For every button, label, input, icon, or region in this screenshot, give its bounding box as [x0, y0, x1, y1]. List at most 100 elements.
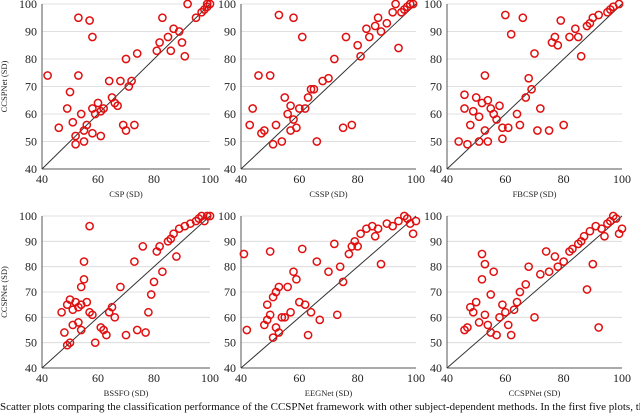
data-point — [468, 106, 478, 116]
data-point — [169, 229, 178, 239]
data-point — [76, 109, 86, 119]
data-point — [344, 249, 354, 259]
data-point — [347, 120, 357, 130]
data-point — [88, 128, 97, 138]
data-point — [324, 73, 333, 83]
x-tick-label: 60 — [293, 172, 305, 186]
y-tick-label: 90 — [224, 25, 236, 39]
data-point — [90, 338, 100, 348]
y-tick-label: 90 — [224, 234, 236, 248]
data-point — [202, 0, 212, 9]
data-point — [498, 134, 507, 144]
data-point — [329, 239, 339, 249]
x-axis-label: EEGNet (SD) — [305, 388, 353, 398]
data-point — [556, 16, 566, 25]
data-point — [79, 274, 89, 284]
x-axis-label: CCSPNet (SD) — [509, 388, 561, 398]
y-tick-label: 40 — [430, 162, 442, 176]
data-point — [242, 325, 252, 335]
data-point — [155, 242, 164, 251]
data-point — [411, 216, 421, 226]
data-point — [515, 287, 525, 297]
data-point — [306, 84, 316, 94]
data-point — [521, 93, 531, 102]
y-tick-label: 80 — [224, 260, 236, 274]
data-point — [506, 330, 516, 340]
data-point — [262, 300, 272, 310]
y-tick-label: 70 — [430, 80, 442, 94]
data-point — [353, 40, 363, 50]
y-tick-label: 70 — [25, 285, 37, 299]
y-tick-label: 60 — [224, 107, 236, 121]
y-tick-label: 80 — [430, 260, 442, 274]
y-tick-label: 80 — [25, 52, 37, 66]
scatter-panel-4: 40 60 80 100 40 50 60 70 80 90 100 BSSFO (SD) CCSPNe… — [0, 209, 219, 398]
y-tick-label: 80 — [25, 260, 37, 274]
y-tick-label: 100 — [218, 0, 236, 11]
x-tick-label: 100 — [201, 172, 219, 186]
x-tick-label: 80 — [558, 371, 570, 385]
data-point — [503, 320, 513, 330]
data-point — [515, 120, 525, 130]
data-point — [297, 32, 307, 42]
data-point — [303, 93, 313, 102]
data-point — [289, 115, 298, 124]
data-point — [364, 32, 374, 42]
data-point — [471, 297, 481, 307]
data-point — [382, 18, 392, 28]
y-tick-label: 70 — [224, 80, 236, 94]
x-tick-label: 60 — [499, 172, 511, 186]
data-point — [373, 224, 383, 234]
data-point — [306, 307, 316, 317]
data-point — [480, 310, 490, 320]
y-tick-label: 50 — [25, 135, 37, 149]
data-point — [177, 38, 187, 47]
data-point — [341, 32, 351, 42]
data-point — [573, 32, 583, 42]
data-point — [480, 259, 490, 269]
scatter-panel-1: 40 60 80 100 40 50 60 70 80 90 100 CSP (SD) CCSPNet … — [0, 0, 219, 199]
data-point — [408, 0, 418, 9]
data-point — [303, 330, 313, 340]
data-point — [527, 84, 536, 94]
data-point — [265, 247, 275, 256]
data-point — [329, 54, 339, 64]
data-point — [492, 330, 501, 340]
x-tick-label: 60 — [293, 371, 305, 385]
data-point — [280, 93, 290, 102]
data-point — [130, 257, 139, 266]
data-point — [152, 46, 162, 56]
data-point — [121, 126, 131, 135]
data-point — [463, 139, 472, 149]
data-point — [535, 269, 545, 279]
data-point — [174, 27, 184, 36]
data-point — [486, 290, 496, 299]
y-tick-label: 70 — [25, 80, 37, 94]
data-point — [57, 307, 66, 317]
y-tick-label: 60 — [25, 107, 37, 121]
x-tick-label: 80 — [558, 172, 570, 186]
y-tick-label: 90 — [430, 25, 442, 39]
data-point — [544, 267, 554, 277]
data-point — [509, 305, 519, 315]
data-point — [500, 10, 510, 20]
data-point — [553, 262, 563, 272]
data-point — [71, 139, 80, 149]
data-point — [492, 115, 501, 124]
data-point — [553, 40, 563, 50]
x-axis-label: FBCSP (SD) — [513, 189, 557, 199]
data-point — [541, 247, 551, 256]
data-point — [376, 27, 386, 36]
data-point — [268, 139, 278, 149]
data-point — [74, 13, 83, 23]
data-point — [297, 244, 307, 254]
data-point — [579, 231, 589, 241]
data-point — [286, 101, 295, 111]
data-point — [468, 307, 478, 317]
data-point — [495, 312, 504, 322]
data-point — [65, 87, 75, 97]
data-point — [394, 216, 403, 226]
data-point — [245, 120, 255, 130]
data-point — [74, 71, 83, 80]
data-point — [149, 277, 159, 287]
